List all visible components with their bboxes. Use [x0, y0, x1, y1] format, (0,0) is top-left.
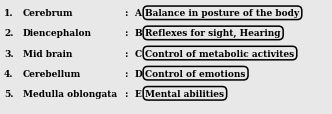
Text: Control of emotions: Control of emotions	[145, 69, 246, 78]
Text: :: :	[124, 49, 128, 58]
Text: Mid brain: Mid brain	[23, 49, 72, 58]
Text: Diencephalon: Diencephalon	[23, 29, 92, 38]
Text: :: :	[124, 29, 128, 38]
Text: 3.: 3.	[4, 49, 14, 58]
Text: :: :	[124, 69, 128, 78]
Text: Balance in posture of the body: Balance in posture of the body	[145, 9, 299, 18]
Text: Medulla oblongata: Medulla oblongata	[23, 89, 117, 98]
Text: Mental abilities: Mental abilities	[145, 89, 224, 98]
Text: C: C	[134, 49, 141, 58]
Text: 1.: 1.	[4, 9, 14, 18]
Text: :: :	[124, 9, 128, 18]
Text: B: B	[134, 29, 142, 38]
Text: 4.: 4.	[4, 69, 14, 78]
Text: 5.: 5.	[4, 89, 14, 98]
Text: E: E	[134, 89, 141, 98]
Text: A: A	[134, 9, 141, 18]
Text: D: D	[134, 69, 142, 78]
Text: Reflexes for sight, Hearing: Reflexes for sight, Hearing	[145, 29, 281, 38]
Text: Cerebellum: Cerebellum	[23, 69, 81, 78]
Text: 2.: 2.	[4, 29, 14, 38]
Text: Cerebrum: Cerebrum	[23, 9, 73, 18]
Text: :: :	[124, 89, 128, 98]
Text: Control of metabolic activites: Control of metabolic activites	[145, 49, 294, 58]
